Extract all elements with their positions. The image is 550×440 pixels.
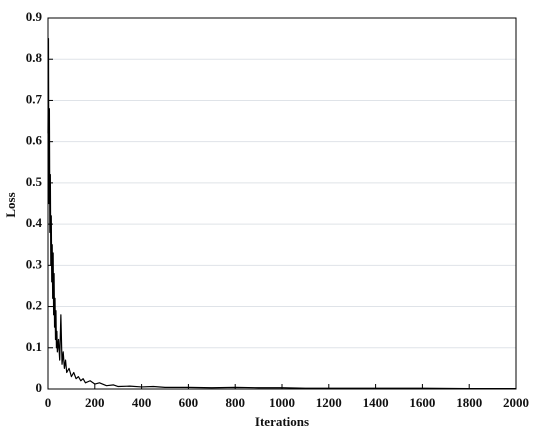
x-tick-label: 1400 [363,395,389,410]
x-tick-label: 1000 [269,395,295,410]
loss-line [47,38,516,390]
x-tick-label: 400 [132,395,152,410]
y-tick-label: 0 [36,380,43,395]
y-tick-label: 0.6 [26,133,43,148]
x-tick-label: 1800 [456,395,482,410]
x-tick-label: 1600 [409,395,435,410]
y-tick-label: 0.9 [26,9,43,24]
x-tick-label: 600 [179,395,199,410]
x-tick-label: 1200 [316,395,342,410]
x-tick-label: 200 [85,395,105,410]
y-tick-label: 0.1 [26,339,42,354]
y-tick-label: 0.8 [26,50,43,65]
x-tick-label: 800 [225,395,245,410]
y-tick-label: 0.7 [26,91,43,106]
y-tick-label: 0.3 [26,256,43,271]
y-axis-label: Loss [3,192,18,217]
y-tick-label: 0.2 [26,298,42,313]
plot-frame [47,17,517,390]
y-tick-label: 0.5 [26,174,43,189]
x-tick-label: 2000 [503,395,529,410]
x-tick-label: 0 [45,395,52,410]
x-axis-label: Iterations [255,414,309,429]
y-tick-label: 0.4 [26,215,43,230]
